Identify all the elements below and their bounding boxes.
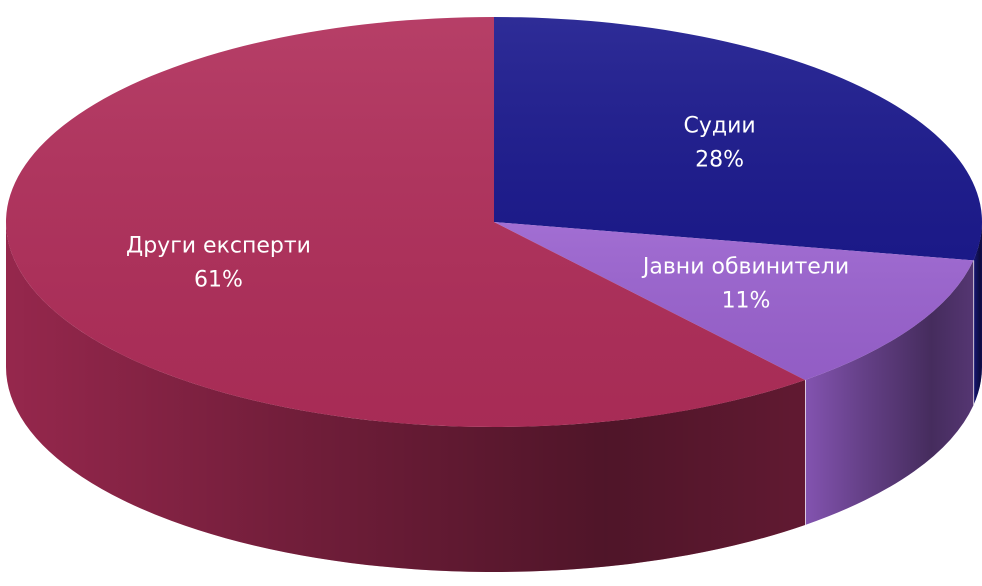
pie-side-shade xyxy=(805,260,974,525)
slice-label: Судии xyxy=(684,114,756,139)
pie-side-shade xyxy=(973,222,982,406)
pie-slice-shade xyxy=(494,222,974,380)
slice-value-label: 28% xyxy=(695,148,744,173)
slice-value-label: 11% xyxy=(722,289,771,314)
pie-slice-shade xyxy=(494,17,982,261)
slice-value-label: 61% xyxy=(194,268,243,293)
slice-label: Јавни обвинители xyxy=(641,255,849,280)
pie-side-shade xyxy=(6,222,806,572)
pie-slice-shade xyxy=(5,17,806,427)
slice-label: Други експерти xyxy=(126,234,311,259)
